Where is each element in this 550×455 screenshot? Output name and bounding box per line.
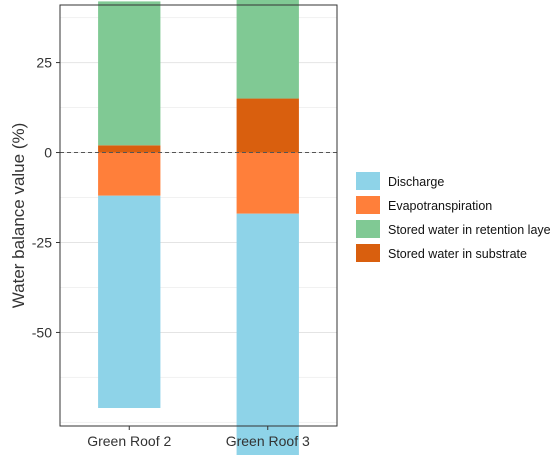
legend: Discharge Evapotranspiration Stored water … [356,172,550,262]
bar-discharge-1 [98,195,161,409]
bar-evapotranspiration-1 [98,152,161,196]
bar-stored-water-in-substrate-2 [236,98,299,153]
y-axis: 25 0 -25 -50 [32,55,60,340]
x-axis: Green Roof 2 Green Roof 3 [87,426,310,449]
bar-stored-water-in-retention-layer-1 [98,1,161,146]
x-tick-label: Green Roof 3 [226,433,310,449]
y-tick-label: -25 [32,234,52,250]
x-tick-label: Green Roof 2 [87,433,171,449]
bar-evapotranspiration-2 [236,152,299,214]
y-tick-label: -50 [32,324,52,340]
bar-discharge-2 [236,213,299,455]
legend-label: Evapotranspiration [388,199,492,213]
bar-stored-water-in-substrate-1 [98,145,161,153]
legend-swatch [356,196,380,214]
bar-stored-water-in-retention-layer-2 [236,0,299,99]
legend-label: Stored water in substrate [388,247,527,261]
legend-label: Stored water in retention layer [388,223,550,237]
bars [98,0,299,455]
legend-swatch [356,172,380,190]
legend-swatch [356,244,380,262]
plot-frame [59,4,338,427]
legend-label: Discharge [388,175,444,189]
y-tick-label: 25 [36,55,52,71]
legend-swatch [356,220,380,238]
y-tick-label: 0 [44,145,52,161]
y-axis-label: Water balance value (%) [9,123,28,309]
